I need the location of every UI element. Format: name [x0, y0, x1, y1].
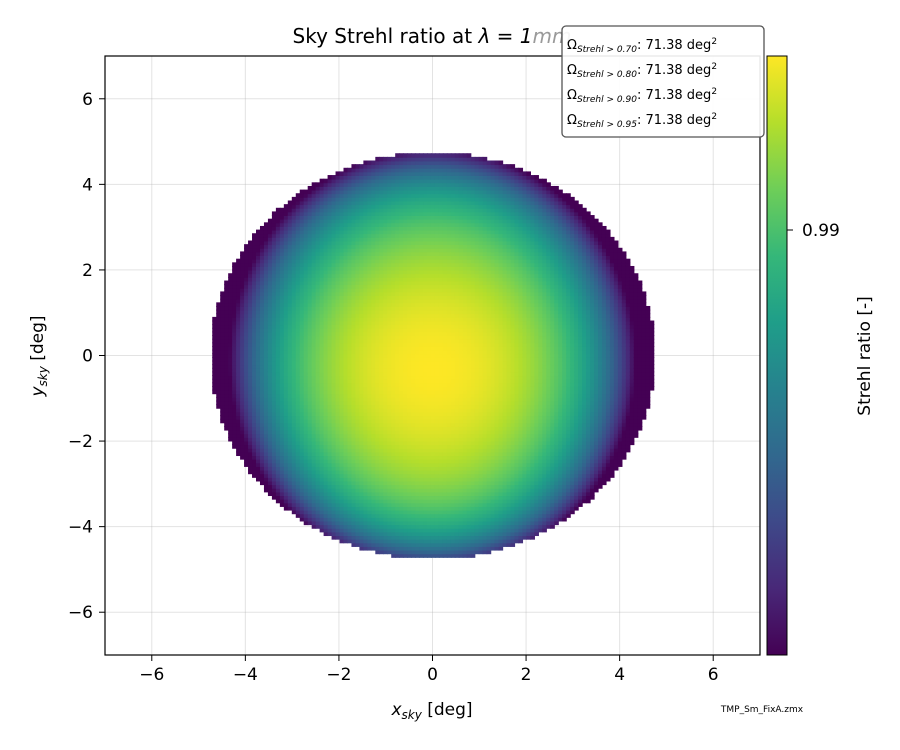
chart-title: Sky Strehl ratio at λ = 1mm — [293, 24, 572, 48]
strehl-heatmap — [212, 153, 655, 558]
y-tick-label-0: −6 — [68, 603, 93, 623]
plot-area: −6 −4 −2 0 2 4 6 −6 −4 −2 0 2 4 6 — [68, 55, 761, 685]
legend-entry-3: ΩStrehl > 0.95: 71.38 deg2 — [567, 112, 717, 130]
y-tick-label-2: −2 — [68, 432, 93, 452]
colorbar: 0.99 Strehl ratio [-] — [766, 55, 875, 656]
y-tick-label-3: 0 — [82, 347, 93, 367]
x-tick-label-3: 0 — [427, 665, 438, 685]
source-file-label: TMP_Sm_FixA.zmx — [720, 705, 804, 715]
x-axis-ticks: −6 −4 −2 0 2 4 6 — [139, 655, 719, 685]
x-tick-label-0: −6 — [139, 665, 164, 685]
y-tick-label-5: 4 — [82, 175, 93, 195]
y-tick-label-4: 2 — [82, 261, 93, 281]
legend-entry-1: ΩStrehl > 0.80: 71.38 deg2 — [567, 62, 717, 80]
legend-entry-0: ΩStrehl > 0.70: 71.38 deg2 — [567, 37, 717, 55]
colorbar-tick-label: 0.99 — [802, 221, 840, 241]
y-tick-label-6: 6 — [82, 90, 93, 110]
x-tick-label-4: 2 — [521, 665, 532, 685]
y-axis-label: ysky [deg] — [28, 315, 50, 397]
x-tick-label-1: −4 — [233, 665, 258, 685]
colorbar-gradient — [766, 55, 788, 656]
y-tick-label-1: −4 — [68, 518, 93, 538]
x-tick-label-6: 6 — [708, 665, 719, 685]
x-tick-label-2: −2 — [326, 665, 351, 685]
colorbar-label: Strehl ratio [-] — [855, 296, 875, 415]
legend-box — [561, 25, 765, 138]
x-tick-label-5: 4 — [614, 665, 625, 685]
y-axis-ticks: −6 −4 −2 0 2 4 6 — [68, 90, 105, 623]
legend-entry-2: ΩStrehl > 0.90: 71.38 deg2 — [567, 87, 717, 105]
legend: ΩStrehl > 0.70: 71.38 deg2 ΩStrehl > 0.80… — [561, 25, 765, 138]
x-axis-label: xsky [deg] — [390, 700, 472, 722]
